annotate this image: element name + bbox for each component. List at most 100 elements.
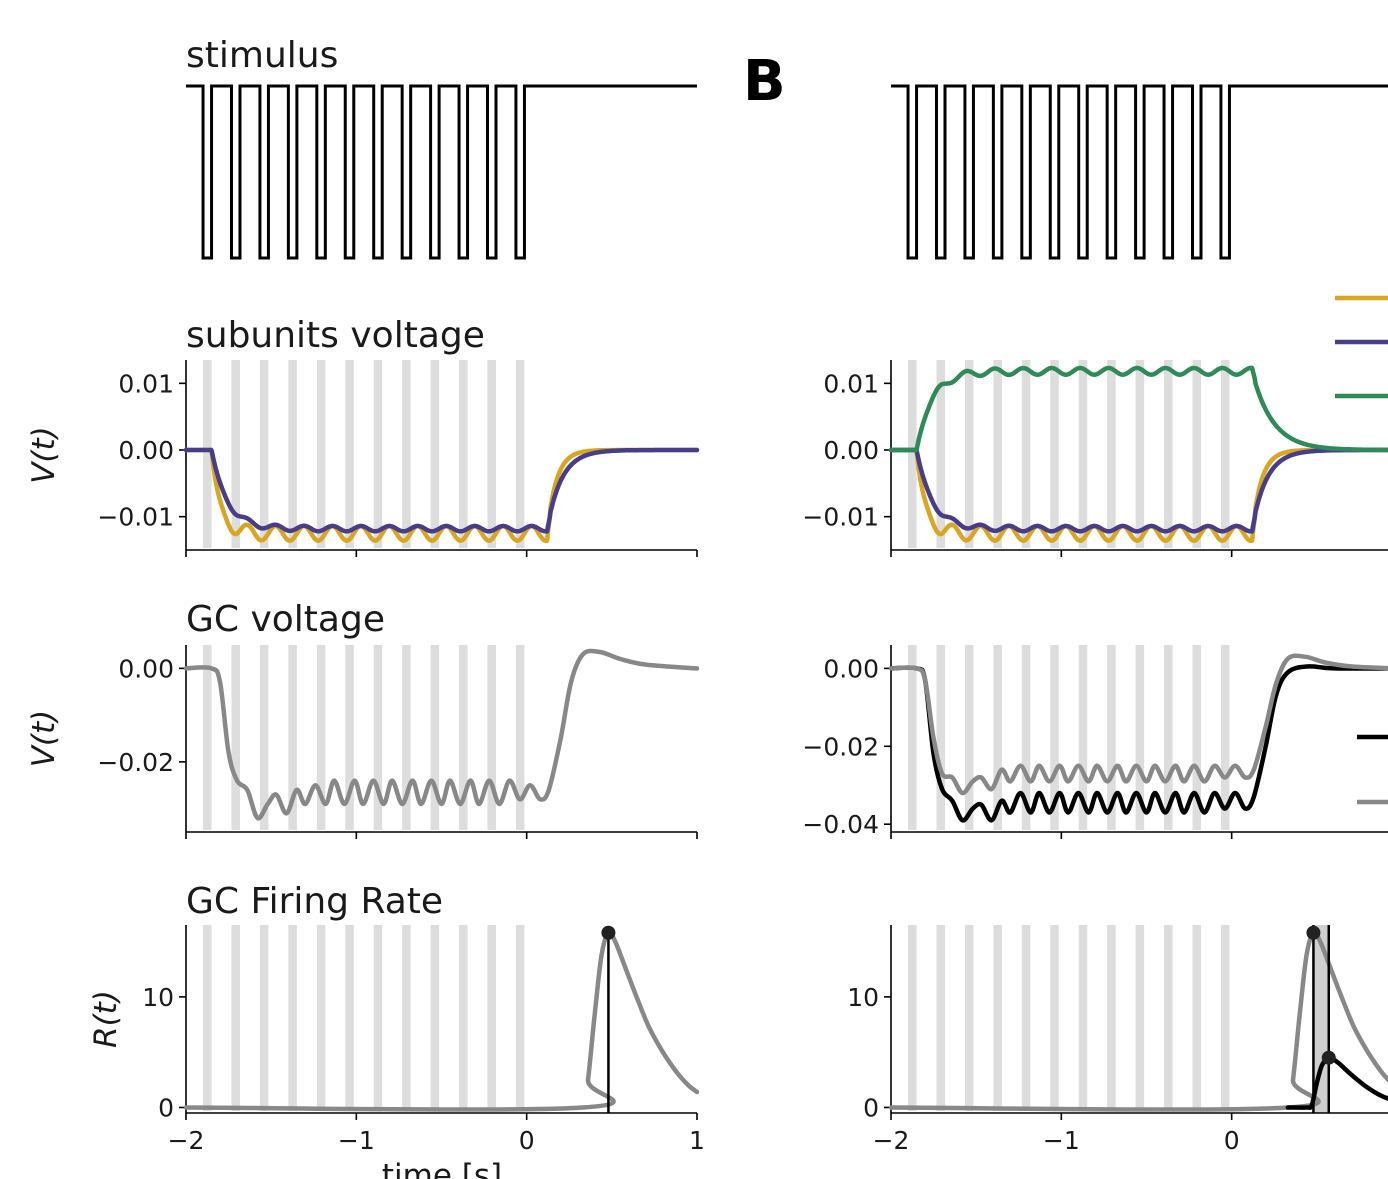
stimulus-shade-bar — [345, 645, 354, 830]
stimulus-shade-bar — [1135, 360, 1145, 548]
stimulus-shade-bar — [430, 645, 440, 830]
y-tick-label: 10 — [847, 983, 879, 1012]
stimulus-shade-bar — [231, 925, 240, 1111]
stimulus-shade-bar — [1135, 925, 1145, 1111]
stimulus-shade-bar — [1220, 360, 1230, 548]
stimulus-shade-bar — [203, 360, 212, 548]
sub_left-group: 0.01 0.00 −0.01 V(t) — [26, 360, 700, 557]
stimulus-shade-bar — [908, 645, 917, 830]
y-tick-label: 10 — [142, 983, 174, 1012]
stimulus-shade-bar — [936, 645, 945, 830]
stimulus-shade-bar — [1135, 645, 1145, 830]
stim_right-group — [891, 84, 1388, 260]
x-tick-label: 1 — [689, 1126, 705, 1155]
stimulus-title: stimulus — [186, 35, 338, 76]
stimulus-shade-bar — [288, 925, 297, 1111]
stimulus-shade-bar — [1078, 925, 1088, 1111]
stimulus-shade-bar — [993, 360, 1002, 548]
x-tick-label: −2 — [873, 1126, 910, 1155]
series-line-purple — [888, 447, 1388, 534]
stimulus-trace — [891, 84, 1388, 260]
stimulus-shade-bar — [402, 360, 411, 548]
stimulus-shade-bar — [936, 360, 945, 548]
series-line-gray — [183, 648, 700, 821]
stimulus-shade-bar — [231, 645, 240, 830]
stimulus-shade-bar — [459, 360, 468, 548]
fr_right-group: 10 0 −2 −1 0 — [847, 925, 1388, 1155]
legend-gc — [1357, 734, 1388, 805]
stimulus-shade-bar — [1021, 360, 1031, 548]
sub_right-group: 0.01 0.00 −0.01 — [802, 360, 1388, 557]
y-tick-label: 0.01 — [823, 369, 879, 398]
stimulus-shade-bar — [459, 645, 468, 830]
stimulus-shade-bar — [203, 925, 212, 1111]
stimulus-shade-bar — [1164, 645, 1173, 830]
y-tick-label: 0.00 — [823, 436, 879, 465]
stimulus-shade-bar — [1021, 925, 1031, 1111]
stimulus-shade-bar — [964, 925, 974, 1111]
x-tick-label: −1 — [1043, 1126, 1080, 1155]
stimulus-shade-bar — [1220, 925, 1230, 1111]
stimulus-shade-bar — [1078, 645, 1088, 830]
stimulus-shade-bar — [964, 645, 974, 830]
stimulus-shade-bar — [908, 925, 917, 1111]
x-tick-label: −1 — [338, 1126, 375, 1155]
stimulus-shade-bar — [908, 360, 917, 548]
subunits-voltage-title: subunits voltage — [186, 315, 485, 356]
x-tick-label: 0 — [1224, 1126, 1240, 1155]
stimulus-shade-bar — [430, 360, 440, 548]
gc-voltage-title: GC voltage — [186, 599, 385, 640]
stimulus-shade-bar — [259, 645, 269, 830]
stimulus-shade-bar — [515, 925, 525, 1111]
stimulus-shade-bar — [430, 925, 440, 1111]
series-line-purple — [183, 447, 700, 534]
stimulus-shade-bar — [316, 360, 326, 548]
stimulus-shade-bar — [487, 360, 497, 548]
stimulus-shade-bar — [993, 925, 1002, 1111]
stimulus-shade-bar — [515, 360, 525, 548]
stimulus-shade-bar — [1050, 925, 1059, 1111]
panel-label-b: B — [743, 49, 786, 114]
stimulus-shade-bar — [1078, 360, 1088, 548]
gc_left-group: 0.00 −0.02 V(t) — [26, 645, 700, 839]
series-line-black — [888, 664, 1388, 823]
stimulus-shade-bar — [288, 360, 297, 548]
stimulus-shade-bar — [1107, 360, 1116, 548]
y-tick-label: 0 — [158, 1093, 174, 1122]
legend-subunits — [1335, 295, 1388, 399]
stimulus-shade-bar — [993, 645, 1002, 830]
stimulus-shade-bar — [1164, 925, 1173, 1111]
y-tick-label: −0.02 — [97, 748, 174, 777]
y-tick-label: 0.00 — [118, 654, 174, 683]
x-axis-label: time [s] — [382, 1158, 502, 1179]
y-axis-label: V(t) — [26, 426, 62, 484]
stimulus-shade-bar — [1164, 360, 1173, 548]
stimulus-shade-bar — [345, 925, 354, 1111]
stimulus-shade-bar — [1192, 360, 1202, 548]
peak-interval-shade — [1313, 925, 1329, 1113]
gc_right-group: 0.00 −0.02 −0.04 — [802, 645, 1388, 839]
stimulus-shade-bar — [1107, 925, 1116, 1111]
stimulus-shade-bar — [964, 360, 974, 548]
series-line-green — [888, 365, 1388, 453]
y-tick-label: 0.01 — [118, 369, 174, 398]
stimulus-shade-bar — [316, 925, 326, 1111]
stimulus-shade-bar — [345, 360, 354, 548]
y-tick-label: −0.02 — [802, 732, 879, 761]
stimulus-shade-bar — [487, 645, 497, 830]
stimulus-shade-bar — [1050, 360, 1059, 548]
peak-marker-dot — [601, 925, 616, 940]
stimulus-shade-bar — [373, 360, 383, 548]
stimulus-shade-bar — [402, 925, 411, 1111]
stimulus-shade-bar — [373, 645, 383, 830]
stimulus-shade-bar — [936, 925, 945, 1111]
stimulus-shade-bar — [1220, 645, 1230, 830]
y-axis-label: R(t) — [88, 990, 124, 1048]
stimulus-shade-bar — [515, 645, 525, 830]
stimulus-shade-bar — [402, 645, 411, 830]
stimulus-shade-bar — [459, 925, 468, 1111]
peak-marker-dot — [1321, 1050, 1336, 1065]
stimulus-shade-bar — [259, 360, 269, 548]
series-line-black — [1285, 1055, 1388, 1110]
